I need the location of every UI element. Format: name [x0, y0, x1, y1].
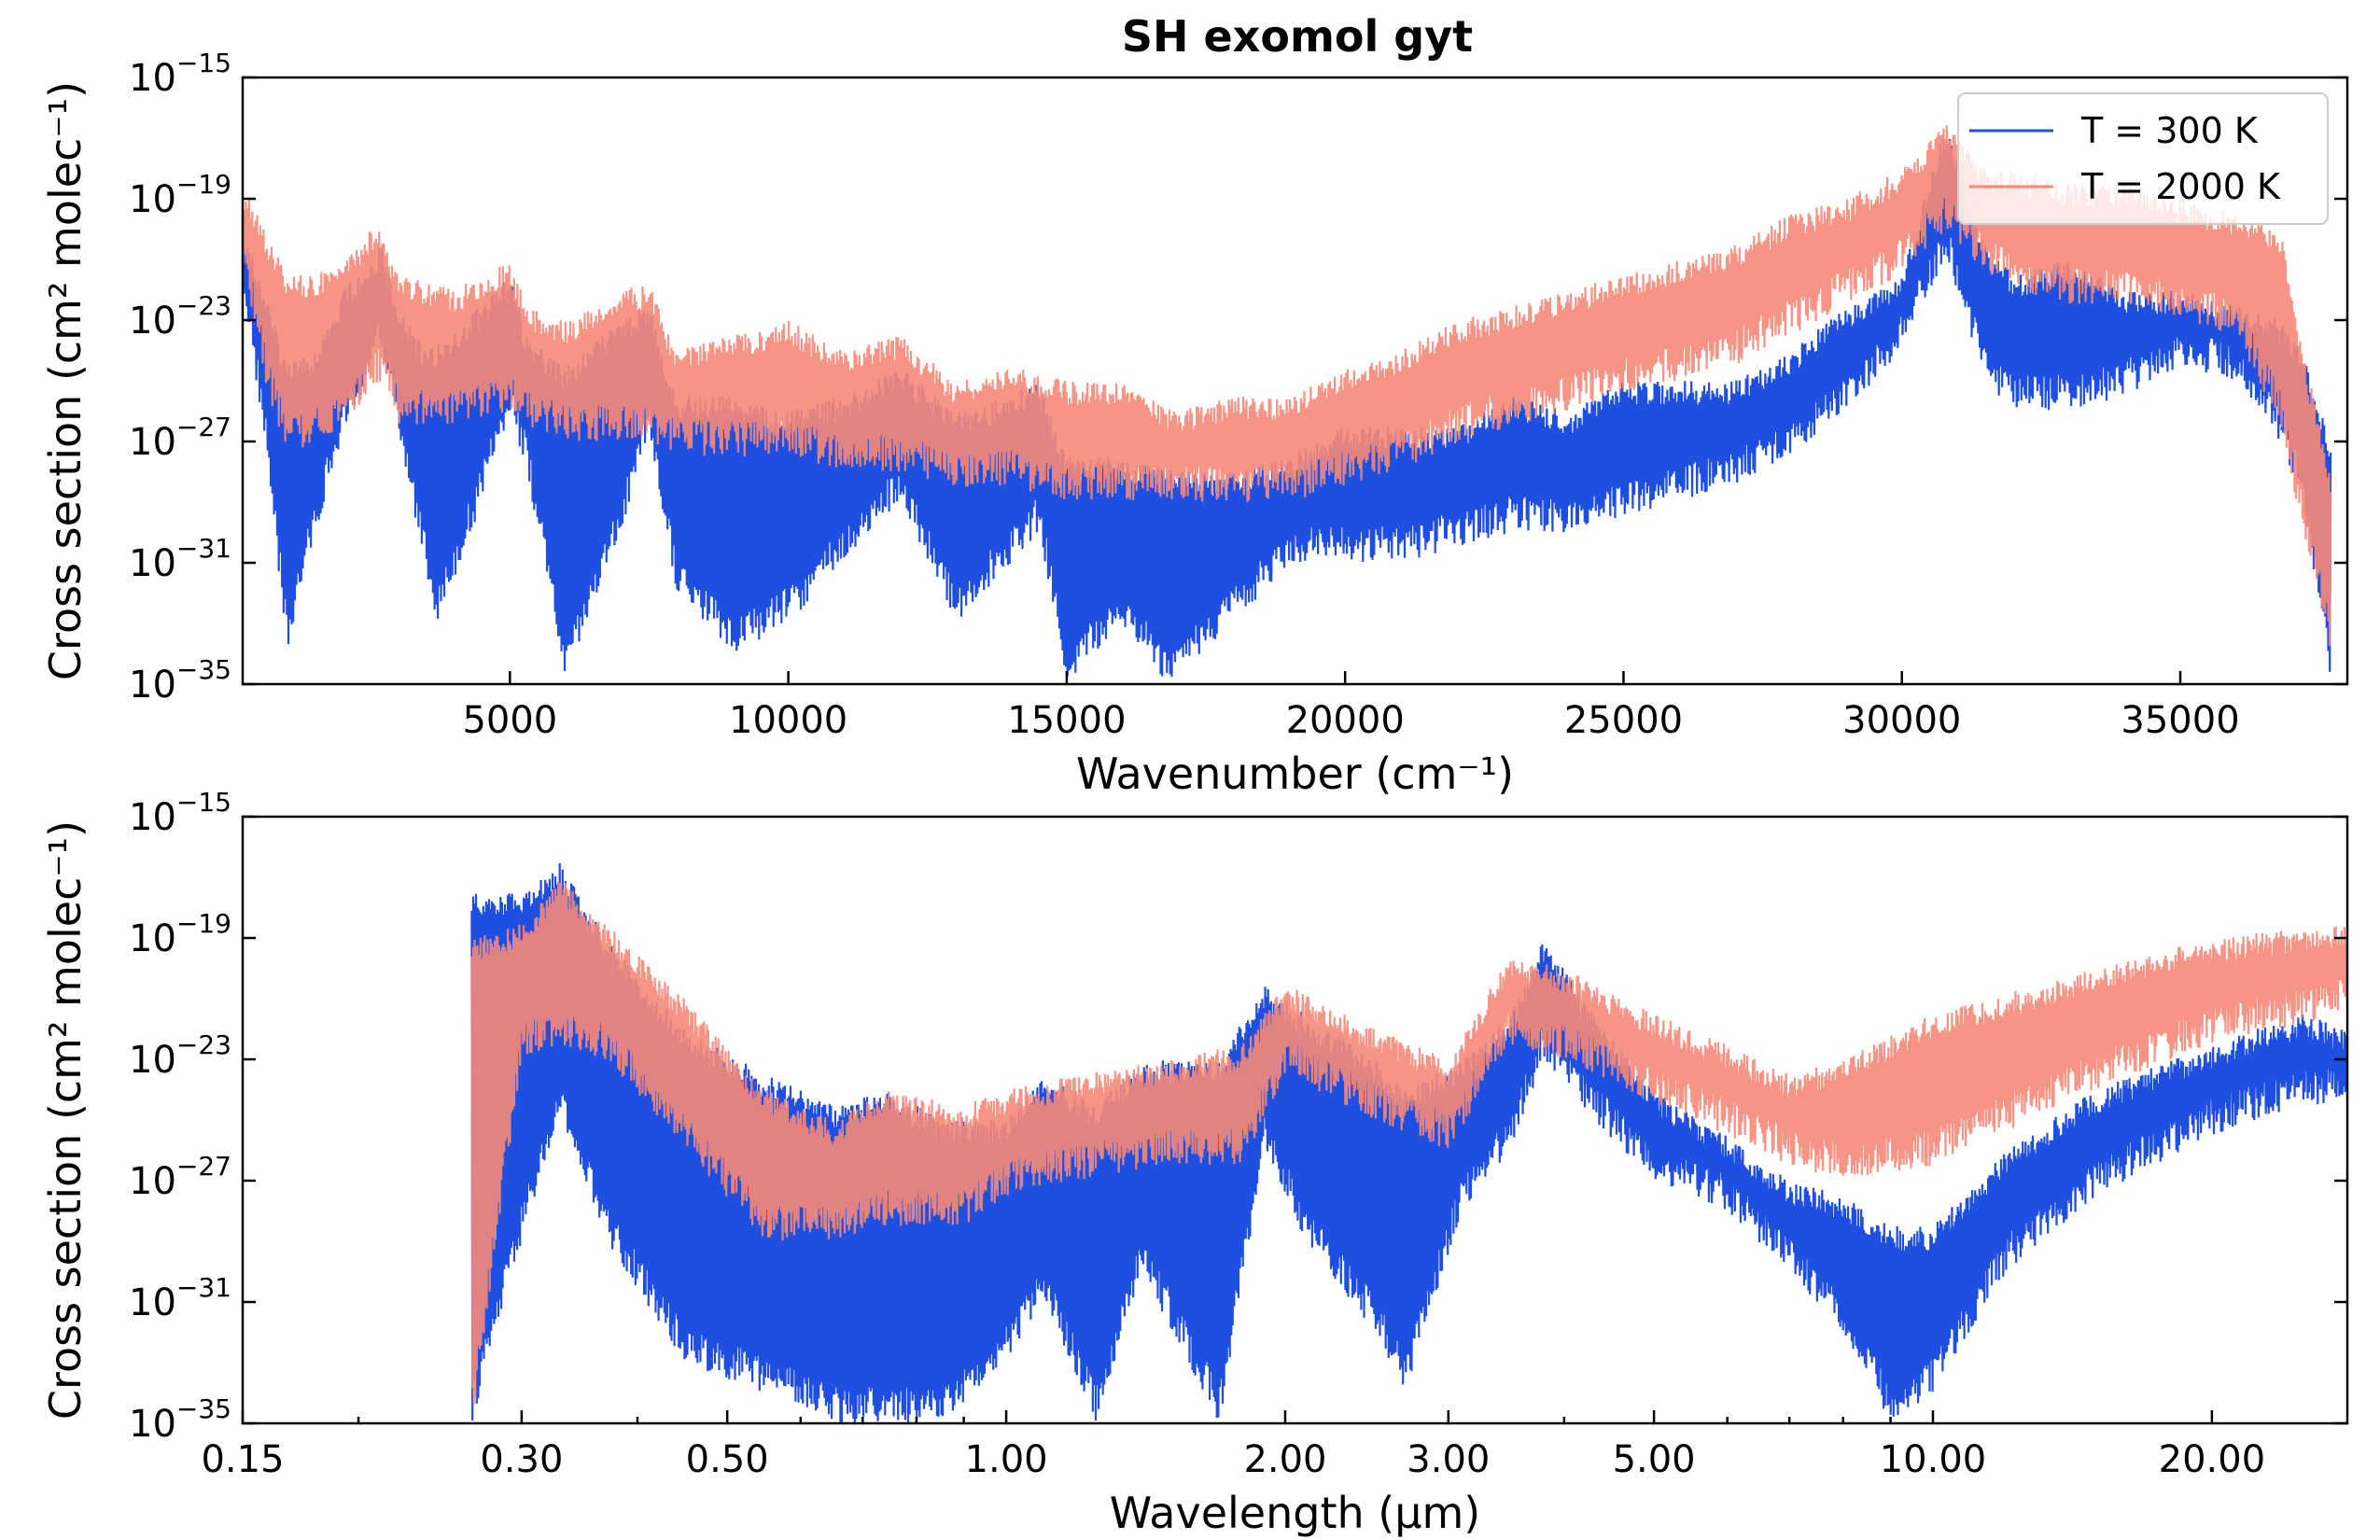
legend: T = 300 K T = 2000 K: [1957, 92, 2329, 225]
x-tick-label: 5.00: [1613, 1438, 1696, 1481]
x-axis-label: Wavelength (μm): [1110, 1488, 1480, 1538]
x-tick-label: 35000: [2121, 699, 2239, 742]
plot-frame: [241, 76, 2349, 686]
x-tick-label: 30000: [1842, 699, 1961, 742]
legend-label-t2000: T = 2000 K: [2080, 166, 2281, 207]
x-tick-label: 15000: [1007, 699, 1126, 742]
wavelength-panel: 10−15 10−19 10−23 10−27 10−31 10−350.15 0.30 0.…: [40, 787, 2349, 1538]
x-tick-label: 10.00: [1880, 1438, 1987, 1481]
y-tick-label: 10−15: [129, 787, 231, 839]
x-axis-label: Wavenumber (cm⁻¹): [1076, 749, 1514, 799]
plot-area: [243, 125, 2332, 678]
y-tick-label: 10−27: [129, 412, 231, 464]
series-line-t2000: [243, 125, 2332, 647]
y-axis-label: Cross section (cm² molec⁻¹): [40, 81, 91, 680]
legend-box: [1957, 92, 2329, 225]
y-tick-label: 10−31: [129, 533, 231, 585]
series-line-t2000: [470, 882, 2347, 1405]
x-tick-label: 3.00: [1407, 1438, 1490, 1481]
wavenumber-panel: 10−15 10−19 10−23 10−27 10−31 10−35 5000 10000 1…: [40, 48, 2349, 799]
y-tick-label: 10−19: [129, 908, 231, 960]
x-tick-label: 0.50: [686, 1438, 769, 1481]
y-tick-label: 10−23: [129, 290, 231, 343]
legend-label-t300: T = 300 K: [2080, 110, 2259, 151]
x-tick-label: 0.15: [201, 1438, 284, 1481]
plot-area: [470, 862, 2347, 1423]
y-axis-label: Cross section (cm² molec⁻¹): [40, 820, 91, 1420]
x-tick-label: 0.30: [480, 1438, 563, 1481]
plot-frame: [241, 815, 2349, 1425]
y-tick-label: 10−23: [129, 1029, 231, 1082]
y-tick-label: 10−35: [129, 654, 231, 707]
y-tick-label: 10−27: [129, 1151, 231, 1203]
x-tick-label: 1.00: [965, 1438, 1048, 1481]
x-tick-label: 25000: [1564, 699, 1683, 742]
y-tick-label: 10−15: [129, 48, 231, 100]
x-tick-label: 2.00: [1243, 1438, 1326, 1481]
x-tick-label: 20.00: [2159, 1438, 2266, 1481]
y-tick-label: 10−35: [129, 1393, 231, 1446]
x-tick-label: 10000: [729, 699, 847, 742]
y-tick-label: 10−19: [129, 169, 231, 221]
x-tick-label: 5000: [462, 699, 557, 742]
x-tick-label: 20000: [1286, 699, 1405, 742]
figure-title: SH exomol gyt: [1122, 11, 1473, 62]
y-tick-label: 10−31: [129, 1272, 231, 1324]
